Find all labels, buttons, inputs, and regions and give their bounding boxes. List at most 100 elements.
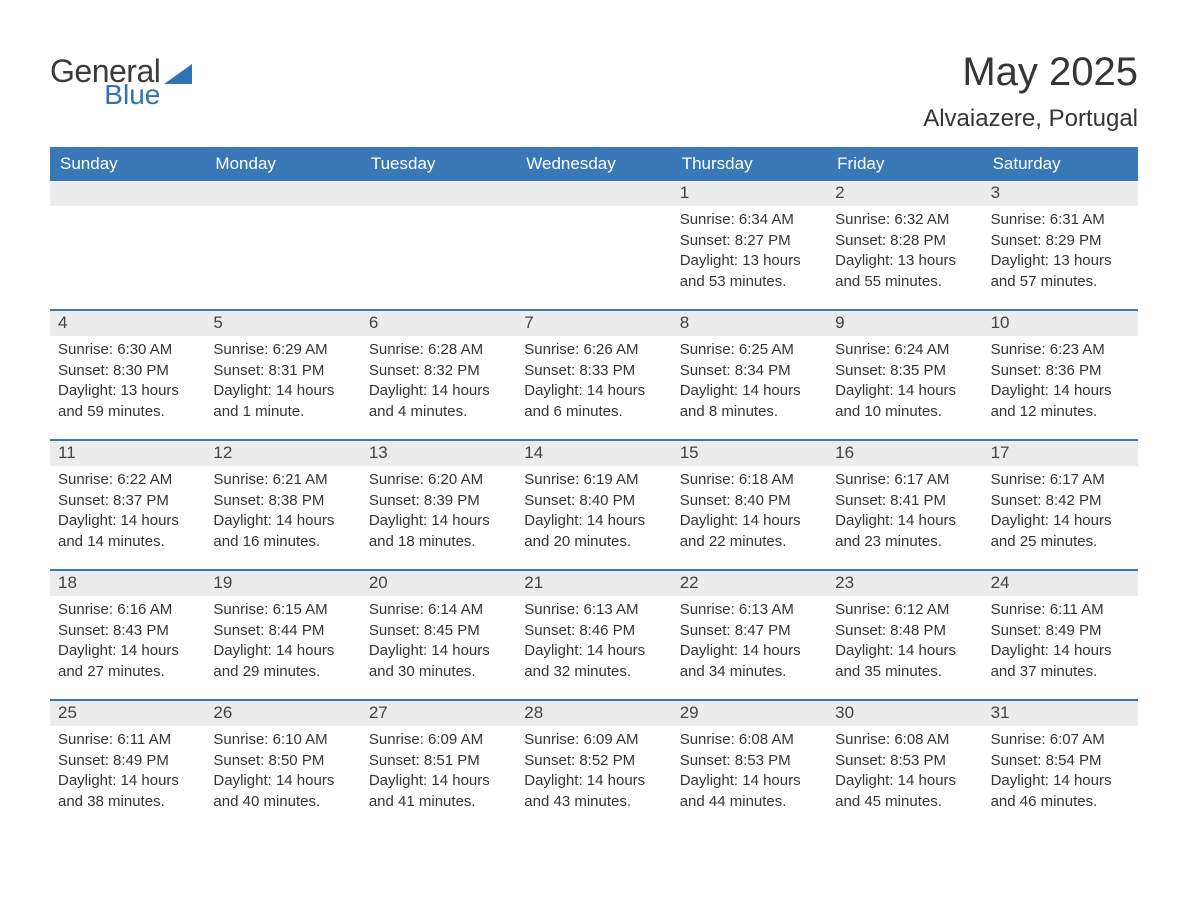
weekday-monday: Monday [205,147,360,181]
weekday-thursday: Thursday [672,147,827,181]
sunset-line: Sunset: 8:49 PM [991,621,1130,642]
day-number: 15 [672,441,827,466]
day-details: Sunrise: 6:21 AMSunset: 8:38 PMDaylight:… [205,470,360,553]
week-row: 18Sunrise: 6:16 AMSunset: 8:43 PMDayligh… [50,569,1138,699]
day-cell-14: 14 Sunrise: 6:19 AMSunset: 8:40 PMDayligh… [516,441,671,569]
day-number [516,181,671,206]
sunset-line: Sunset: 8:51 PM [369,751,508,772]
sunset-line: Sunset: 8:43 PM [58,621,197,642]
day-cell-28: 28Sunrise: 6:09 AMSunset: 8:52 PMDayligh… [516,701,671,829]
day-cell-26: 26Sunrise: 6:10 AMSunset: 8:50 PMDayligh… [205,701,360,829]
sunrise-line: Sunrise: 6:17 AM [991,470,1130,491]
sunset-line: Sunset: 8:35 PM [835,361,974,382]
day-number: 22 [672,571,827,596]
sunset-line: Sunset: 8:48 PM [835,621,974,642]
daylight-line: Daylight: 13 hours and 55 minutes. [835,251,974,292]
day-details: Sunrise: 6:31 AMSunset: 8:29 PMDaylight:… [983,210,1138,293]
day-details: Sunrise: 6:16 AMSunset: 8:43 PMDaylight:… [50,600,205,683]
sunrise-line: Sunrise: 6:18 AM [680,470,819,491]
day-number [361,181,516,206]
sunrise-line: Sunrise: 6:09 AM [369,730,508,751]
daylight-line: Daylight: 14 hours and 14 minutes. [58,511,197,552]
day-number: 21 [516,571,671,596]
sunrise-line: Sunrise: 6:07 AM [991,730,1130,751]
sunset-line: Sunset: 8:39 PM [369,491,508,512]
daylight-line: Daylight: 14 hours and 29 minutes. [213,641,352,682]
week-row: 4Sunrise: 6:30 AMSunset: 8:30 PMDaylight… [50,309,1138,439]
location-label: Alvaiazere, Portugal [923,105,1138,133]
day-cell-21: 21 Sunrise: 6:13 AMSunset: 8:46 PMDayligh… [516,571,671,699]
sunrise-line: Sunrise: 6:25 AM [680,340,819,361]
sunset-line: Sunset: 8:33 PM [524,361,663,382]
sunset-line: Sunset: 8:41 PM [835,491,974,512]
daylight-line: Daylight: 14 hours and 30 minutes. [369,641,508,682]
day-number: 3 [983,181,1138,206]
day-number: 7 [516,311,671,336]
sunset-line: Sunset: 8:46 PM [524,621,663,642]
day-cell-19: 19 Sunrise: 6:15 AMSunset: 8:44 PMDayligh… [205,571,360,699]
day-cell-20: 20 Sunrise: 6:14 AMSunset: 8:45 PMDayligh… [361,571,516,699]
day-details: Sunrise: 6:25 AMSunset: 8:34 PMDaylight:… [672,340,827,423]
sunset-line: Sunset: 8:40 PM [524,491,663,512]
day-cell-25: 25Sunrise: 6:11 AMSunset: 8:49 PMDayligh… [50,701,205,829]
sunrise-line: Sunrise: 6:09 AM [524,730,663,751]
sunrise-line: Sunrise: 6:12 AM [835,600,974,621]
day-details: Sunrise: 6:19 AMSunset: 8:40 PMDaylight:… [516,470,671,553]
sunrise-line: Sunrise: 6:17 AM [835,470,974,491]
week-row: 1Sunrise: 6:34 AMSunset: 8:27 PMDaylight… [50,181,1138,309]
daylight-line: Daylight: 14 hours and 46 minutes. [991,771,1130,812]
daylight-line: Daylight: 14 hours and 43 minutes. [524,771,663,812]
day-details: Sunrise: 6:10 AMSunset: 8:50 PMDaylight:… [205,730,360,813]
day-number: 11 [50,441,205,466]
sunrise-line: Sunrise: 6:24 AM [835,340,974,361]
day-number: 9 [827,311,982,336]
day-number: 23 [827,571,982,596]
day-number: 8 [672,311,827,336]
day-number: 19 [205,571,360,596]
daylight-line: Daylight: 14 hours and 10 minutes. [835,381,974,422]
day-details: Sunrise: 6:13 AMSunset: 8:46 PMDaylight:… [516,600,671,683]
sunset-line: Sunset: 8:38 PM [213,491,352,512]
calendar: SundayMondayTuesdayWednesdayThursdayFrid… [50,147,1138,829]
day-details: Sunrise: 6:20 AMSunset: 8:39 PMDaylight:… [361,470,516,553]
day-number: 13 [361,441,516,466]
day-cell-22: 22Sunrise: 6:13 AMSunset: 8:47 PMDayligh… [672,571,827,699]
day-details: Sunrise: 6:14 AMSunset: 8:45 PMDaylight:… [361,600,516,683]
month-title: May 2025 [923,50,1138,95]
day-details: Sunrise: 6:09 AMSunset: 8:51 PMDaylight:… [361,730,516,813]
weekday-saturday: Saturday [983,147,1138,181]
day-number: 14 [516,441,671,466]
sunset-line: Sunset: 8:53 PM [835,751,974,772]
day-cell-16: 16 Sunrise: 6:17 AMSunset: 8:41 PMDayligh… [827,441,982,569]
day-number: 25 [50,701,205,726]
day-details: Sunrise: 6:08 AMSunset: 8:53 PMDaylight:… [672,730,827,813]
day-details: Sunrise: 6:17 AMSunset: 8:41 PMDaylight:… [827,470,982,553]
daylight-line: Daylight: 13 hours and 57 minutes. [991,251,1130,292]
day-details: Sunrise: 6:22 AMSunset: 8:37 PMDaylight:… [50,470,205,553]
day-number: 16 [827,441,982,466]
daylight-line: Daylight: 14 hours and 25 minutes. [991,511,1130,552]
day-cell-6: 6Sunrise: 6:28 AMSunset: 8:32 PMDaylight… [361,311,516,439]
day-cell-empty [205,181,360,309]
day-cell-18: 18Sunrise: 6:16 AMSunset: 8:43 PMDayligh… [50,571,205,699]
sunset-line: Sunset: 8:27 PM [680,231,819,252]
week-row: 25Sunrise: 6:11 AMSunset: 8:49 PMDayligh… [50,699,1138,829]
day-details: Sunrise: 6:30 AMSunset: 8:30 PMDaylight:… [50,340,205,423]
sunrise-line: Sunrise: 6:30 AM [58,340,197,361]
day-details: Sunrise: 6:32 AMSunset: 8:28 PMDaylight:… [827,210,982,293]
day-cell-12: 12Sunrise: 6:21 AMSunset: 8:38 PMDayligh… [205,441,360,569]
sunrise-line: Sunrise: 6:23 AM [991,340,1130,361]
day-number: 10 [983,311,1138,336]
day-details: Sunrise: 6:11 AMSunset: 8:49 PMDaylight:… [983,600,1138,683]
daylight-line: Daylight: 14 hours and 1 minute. [213,381,352,422]
day-number: 5 [205,311,360,336]
daylight-line: Daylight: 14 hours and 8 minutes. [680,381,819,422]
day-number: 6 [361,311,516,336]
day-details: Sunrise: 6:15 AMSunset: 8:44 PMDaylight:… [205,600,360,683]
day-details: Sunrise: 6:12 AMSunset: 8:48 PMDaylight:… [827,600,982,683]
daylight-line: Daylight: 14 hours and 40 minutes. [213,771,352,812]
weekday-friday: Friday [827,147,982,181]
daylight-line: Daylight: 14 hours and 27 minutes. [58,641,197,682]
day-details: Sunrise: 6:26 AMSunset: 8:33 PMDaylight:… [516,340,671,423]
day-number: 20 [361,571,516,596]
